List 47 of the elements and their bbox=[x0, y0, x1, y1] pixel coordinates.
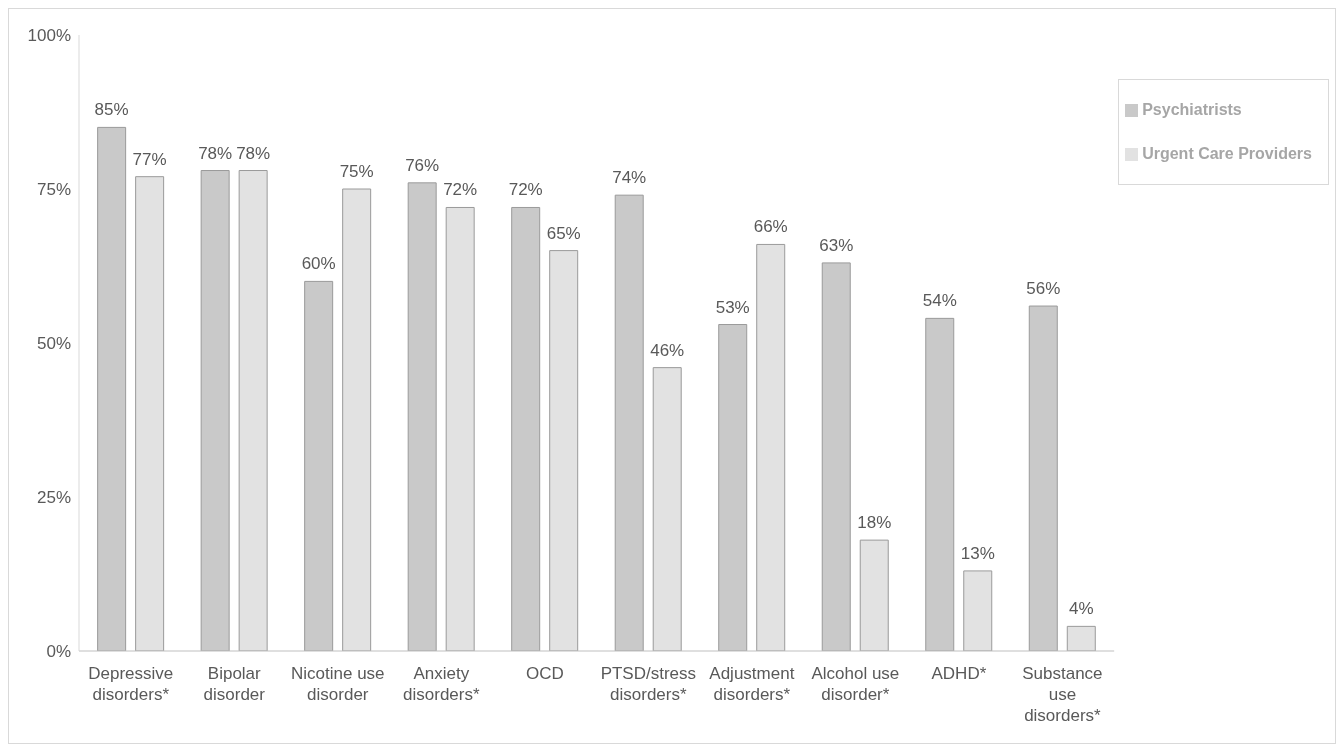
data-label: 75% bbox=[339, 162, 374, 181]
x-tick-label: Bipolar disorder bbox=[203, 664, 266, 704]
bar bbox=[445, 206, 475, 651]
y-tick-label: 25% bbox=[36, 488, 71, 508]
bar bbox=[549, 250, 579, 651]
bar bbox=[238, 170, 268, 651]
x-tick-label: PTSD/stress disorders* bbox=[600, 664, 697, 704]
data-label: 76% bbox=[405, 155, 440, 175]
x-tick-label: Nicotine use disorder bbox=[291, 664, 385, 704]
data-label: 18% bbox=[857, 513, 892, 533]
data-label: 13% bbox=[960, 543, 995, 563]
data-label: 85% bbox=[94, 100, 129, 120]
data-label: 66% bbox=[753, 217, 788, 237]
bar bbox=[652, 367, 682, 651]
data-label: 74% bbox=[612, 168, 647, 188]
data-label: 65% bbox=[546, 223, 581, 243]
data-label: 56% bbox=[1026, 279, 1061, 299]
data-label: 72% bbox=[508, 180, 543, 200]
x-tick-label: ADHD* bbox=[931, 664, 987, 683]
y-tick-label: 50% bbox=[36, 334, 71, 354]
x-tick-label: Depressive disorders* bbox=[88, 664, 174, 704]
data-label: 4% bbox=[1068, 599, 1094, 619]
data-label: 63% bbox=[819, 235, 854, 255]
data-label: 72% bbox=[443, 180, 478, 200]
bar bbox=[963, 570, 993, 651]
bar bbox=[1066, 625, 1096, 651]
bar bbox=[135, 176, 165, 651]
bar bbox=[756, 243, 786, 651]
y-tick-label: 0% bbox=[46, 642, 71, 662]
y-tick-label: 100% bbox=[27, 26, 71, 46]
x-tick-label: Adjustment disorders* bbox=[709, 664, 795, 704]
data-label: 77% bbox=[132, 149, 167, 169]
bar bbox=[342, 188, 372, 651]
x-tick-label: Substance use disorders* bbox=[1022, 664, 1103, 725]
data-label: 60% bbox=[301, 254, 336, 274]
x-tick-label: Anxiety disorders* bbox=[403, 664, 480, 704]
legend-label: Psychiatrists bbox=[1142, 101, 1242, 118]
data-label: 78% bbox=[236, 143, 271, 163]
x-tick-label: OCD bbox=[525, 664, 564, 683]
data-label: 54% bbox=[922, 291, 957, 311]
bar bbox=[859, 539, 889, 651]
y-tick-label: 75% bbox=[36, 180, 71, 200]
legend-label: Urgent Care Providers bbox=[1142, 145, 1312, 162]
data-label: 78% bbox=[198, 143, 233, 163]
x-tick-label: Alcohol use disorder* bbox=[811, 664, 900, 704]
data-label: 53% bbox=[715, 297, 750, 317]
data-label: 46% bbox=[650, 340, 685, 360]
